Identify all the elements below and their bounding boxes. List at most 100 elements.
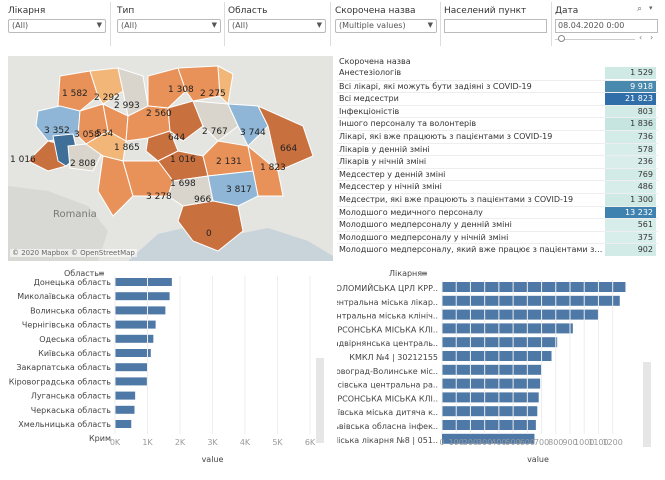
table-row[interactable]: Медсестер у нічній зміні 486 [337, 180, 658, 194]
category-label: Крим [89, 434, 111, 443]
filter-hospital-select[interactable]: (All) ▼ [8, 19, 106, 33]
table-row-value: 9 918 [605, 80, 656, 93]
tick-label: 1200 [602, 438, 622, 447]
table-row[interactable]: Лікарі, які вже працюють з пацієнтами з … [337, 129, 658, 143]
table-row-value: 21 823 [605, 93, 656, 106]
map-label: 1 016 [10, 155, 36, 165]
chevron-right-icon[interactable]: › [650, 33, 654, 42]
bar[interactable] [115, 420, 132, 428]
table-row[interactable]: Іншого персоналу та волонтерів 1 836 [337, 117, 658, 131]
table-row[interactable]: Молодшого медичного персоналу 13 232 [337, 205, 658, 219]
category-label: КОЛОМИЙСЬКА ЦРЛ КРР.. [337, 282, 438, 293]
bar[interactable] [442, 364, 542, 375]
category-label: Центральна міська клініч.. [337, 312, 438, 321]
map-label: 2 808 [70, 159, 96, 169]
table-row[interactable]: Анестезіологів 1 529 [337, 67, 658, 80]
table-row-value: 578 [605, 143, 656, 156]
map-label: 1 698 [170, 179, 196, 189]
sort-icon[interactable]: ≡ [421, 269, 428, 278]
bar[interactable] [115, 292, 170, 301]
bar[interactable] [442, 282, 626, 292]
category-label: Надвірнянська централь.. [337, 339, 438, 348]
category-label: Одеська область [39, 335, 111, 344]
region-chart-svg: Область≡Донецька область Миколаївська обл… [9, 269, 324, 464]
table-row[interactable]: Всі медсестри 21 823 [337, 92, 658, 106]
table-row[interactable]: Молодшого медперсоналу, який вже працює … [337, 243, 658, 257]
bar[interactable] [442, 309, 599, 320]
tick-label: 2K [175, 438, 186, 447]
bar[interactable] [115, 320, 156, 329]
tick-label: 1K [142, 438, 153, 447]
bar[interactable] [115, 405, 135, 414]
bar[interactable] [115, 377, 147, 386]
table-body: Анестезіологів 1 529 Всі лікарі, які можут… [337, 67, 658, 257]
map-attribution: © 2020 Mapbox © OpenStreetMap [10, 249, 137, 257]
tick-label: 700 [534, 438, 549, 447]
bar[interactable] [442, 337, 558, 348]
chevron-down-icon: ▼ [96, 21, 102, 29]
date-slider-track[interactable] [555, 39, 635, 43]
bar[interactable] [442, 392, 539, 403]
map-label: 3 744 [240, 128, 266, 138]
sort-icon[interactable]: ≡ [98, 269, 105, 278]
tick-label: 3K [207, 438, 218, 447]
category-label: Черкаська область [31, 406, 112, 415]
filter-type-value: (All) [121, 21, 138, 30]
filter-short-name-select[interactable]: (Multiple values) ▼ [335, 19, 437, 33]
map-label: 2 767 [202, 127, 228, 137]
chevron-down-icon[interactable]: ▾ [649, 4, 653, 12]
tick-label: 5K [272, 438, 283, 447]
filter-locality-input[interactable] [444, 19, 547, 33]
bar[interactable] [442, 420, 536, 430]
scrollbar[interactable] [643, 362, 651, 447]
table-row-value: 1 836 [605, 118, 656, 131]
search-icon[interactable]: ⌕ [637, 4, 643, 14]
map-label: 1 308 [168, 85, 194, 95]
table-row[interactable]: Всі лікарі, які можуть бути задіяні з CO… [337, 79, 658, 93]
table-row[interactable]: Медсестри, які вже працюють з пацієнтами… [337, 192, 658, 206]
table-row-value: 561 [605, 219, 656, 232]
bar[interactable] [115, 278, 172, 286]
chevron-left-icon[interactable]: ‹ [639, 33, 643, 42]
ukraine-map[interactable]: 1 582 2 292 2 993 1 308 2 275 3 352 3 05… [8, 56, 333, 261]
bar[interactable] [442, 433, 535, 444]
map-label: 2 292 [94, 93, 120, 103]
bar[interactable] [442, 406, 538, 417]
bar[interactable] [115, 349, 151, 357]
map-label: 2 560 [146, 109, 172, 119]
chevron-down-icon: ▼ [427, 21, 433, 29]
category-label: Донецька область [34, 278, 112, 287]
map-svg: 1 582 2 292 2 993 1 308 2 275 3 352 3 05… [8, 56, 333, 261]
filter-locality-label: Населений пункт [444, 6, 527, 16]
filter-date-input[interactable]: 08.04.2020 0:00 [555, 19, 658, 33]
category-label: Новоград-Волинське міс.. [337, 367, 438, 376]
scrollbar[interactable] [316, 358, 324, 443]
bar[interactable] [115, 391, 136, 400]
category-label: Миколаївська область [17, 292, 111, 301]
bar[interactable] [115, 334, 154, 343]
region-chart[interactable]: Область ≡ Донецька область Миколаївська обл… [8, 268, 328, 476]
category-label: Кіровоградська область [9, 377, 111, 386]
table-row[interactable]: Інфекціоністів 803 [337, 104, 658, 118]
filter-region-select[interactable]: (All) ▼ [228, 19, 326, 33]
hospital-chart[interactable]: Лікарня ≡ КОЛОМИЙСЬКА ЦРЛ КРР.. Центральна … [325, 268, 658, 476]
bar[interactable] [115, 306, 166, 315]
map-label: 2 131 [216, 157, 242, 167]
table-row[interactable]: Лікарів у денній зміні 578 [337, 142, 658, 156]
table-row[interactable]: Молодшого медперсоналу у нічній зміні 375 [337, 230, 658, 244]
bar[interactable] [115, 363, 148, 372]
date-slider-handle[interactable] [558, 35, 566, 42]
bar[interactable] [442, 351, 552, 361]
tick-label: 4K [240, 438, 251, 447]
table-row[interactable]: Медсестер у денній зміні 769 [337, 167, 658, 181]
table-row[interactable]: Лікарів у нічній зміні 236 [337, 155, 658, 169]
bar[interactable] [442, 378, 541, 389]
bar[interactable] [442, 295, 620, 306]
tick-label: 800 [548, 438, 563, 447]
filter-short-name-value: (Multiple values) [339, 21, 406, 30]
bar[interactable] [442, 323, 573, 334]
filter-type-select[interactable]: (All) ▼ [117, 19, 221, 33]
map-label: 966 [194, 195, 211, 205]
chevron-down-icon: ▼ [211, 21, 217, 29]
table-row[interactable]: Молодшого медперсоналу у денній зміні 561 [337, 218, 658, 232]
